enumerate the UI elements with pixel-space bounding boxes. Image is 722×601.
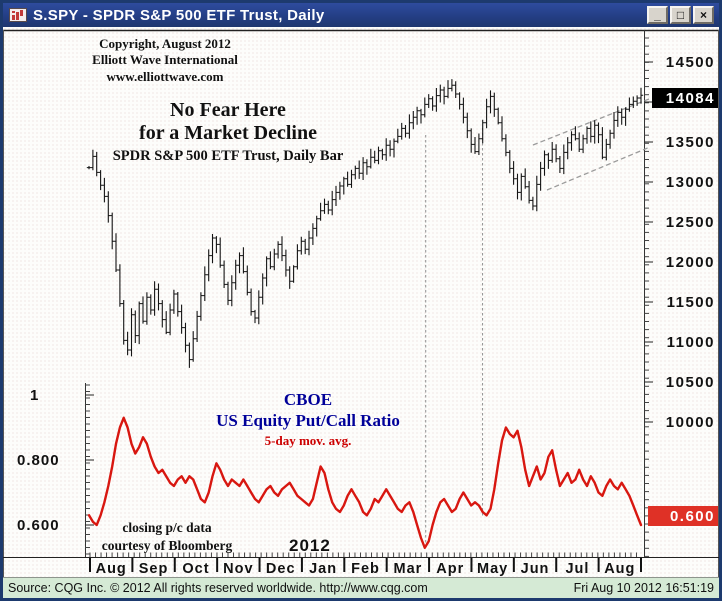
svg-text:10000: 10000 bbox=[666, 414, 715, 431]
timestamp: Fri Aug 10 2012 16:51:19 bbox=[573, 581, 714, 595]
minimize-button[interactable]: _ bbox=[647, 6, 668, 24]
svg-text:Jun: Jun bbox=[521, 561, 550, 577]
svg-text:May: May bbox=[477, 561, 508, 577]
titlebar[interactable]: S.SPY - SPDR S&P 500 ETF Trust, Daily _ … bbox=[3, 3, 719, 27]
svg-text:0.800: 0.800 bbox=[17, 452, 60, 469]
svg-text:14500: 14500 bbox=[666, 54, 715, 71]
svg-text:1: 1 bbox=[30, 387, 39, 404]
svg-text:10500: 10500 bbox=[666, 374, 715, 391]
svg-text:Sep: Sep bbox=[139, 561, 169, 577]
svg-text:Oct: Oct bbox=[182, 561, 209, 577]
window-title: S.SPY - SPDR S&P 500 ETF Trust, Daily bbox=[33, 6, 325, 24]
svg-text:Aug: Aug bbox=[96, 561, 127, 577]
svg-text:Feb: Feb bbox=[351, 561, 380, 577]
svg-text:Jul: Jul bbox=[565, 561, 589, 577]
svg-text:Aug: Aug bbox=[604, 561, 635, 577]
svg-text:0.600: 0.600 bbox=[17, 517, 60, 534]
status-bar: Source: CQG Inc. © 2012 All rights reser… bbox=[3, 577, 719, 598]
chart-canvas[interactable]: 1450014000135001300012500120001150011000… bbox=[3, 27, 719, 577]
svg-text:12500: 12500 bbox=[666, 214, 715, 231]
chart-area: 1450014000135001300012500120001150011000… bbox=[3, 27, 719, 577]
close-button[interactable]: × bbox=[693, 6, 714, 24]
source-note: Source: CQG Inc. © 2012 All rights reser… bbox=[8, 581, 428, 595]
svg-text:11000: 11000 bbox=[667, 334, 715, 351]
svg-text:14084: 14084 bbox=[666, 90, 715, 107]
app-icon bbox=[9, 8, 27, 22]
svg-text:13000: 13000 bbox=[666, 174, 715, 191]
svg-text:11500: 11500 bbox=[667, 294, 715, 311]
svg-text:0.600: 0.600 bbox=[670, 508, 715, 525]
svg-text:Nov: Nov bbox=[223, 561, 253, 577]
svg-text:Mar: Mar bbox=[393, 561, 422, 577]
svg-text:12000: 12000 bbox=[666, 254, 715, 271]
svg-text:13500: 13500 bbox=[666, 134, 715, 151]
maximize-button[interactable]: □ bbox=[670, 6, 691, 24]
svg-text:Apr: Apr bbox=[436, 561, 464, 577]
svg-text:Jan: Jan bbox=[309, 561, 337, 577]
svg-text:Dec: Dec bbox=[266, 561, 296, 577]
